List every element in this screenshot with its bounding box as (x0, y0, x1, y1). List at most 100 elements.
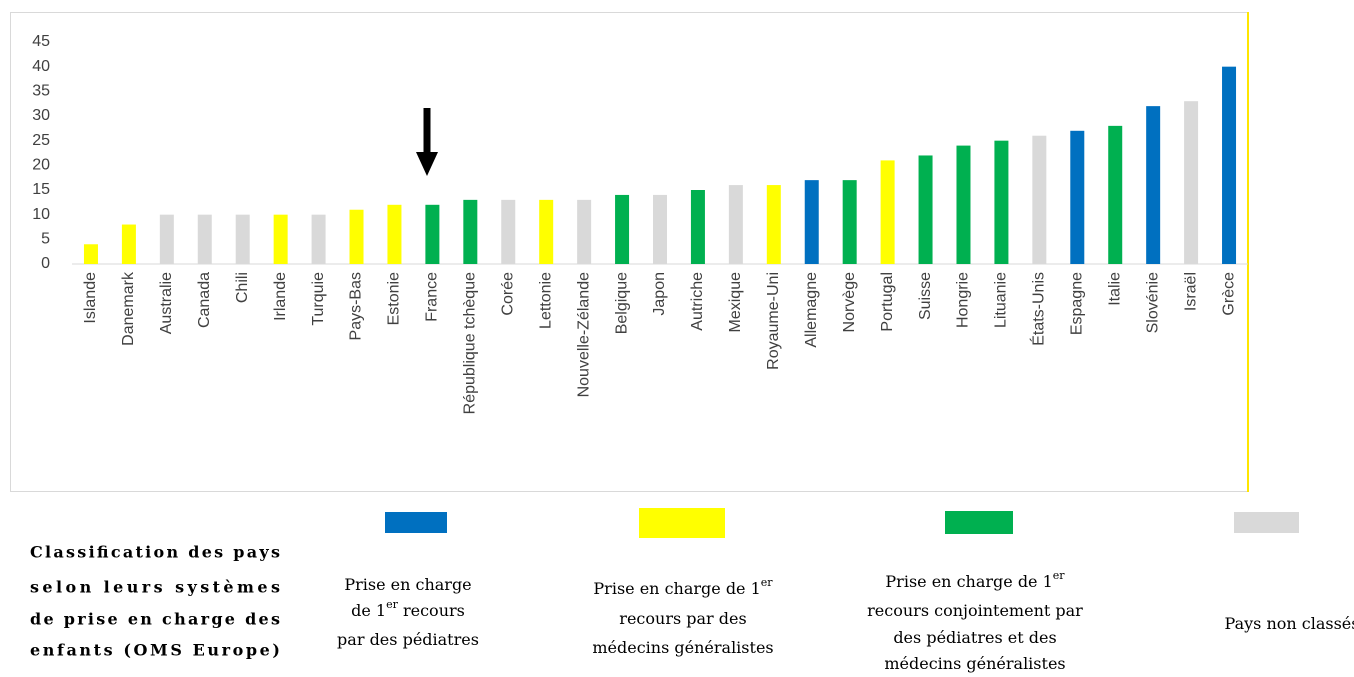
bar (463, 199, 478, 264)
x-tick-label: République tchèque (462, 272, 479, 414)
x-tick-label: Danemark (120, 271, 137, 346)
arrow (416, 108, 438, 176)
legend-label-part: des pédiatres et des (893, 628, 1056, 647)
bar (653, 194, 667, 264)
x-tick-label: Italie (1106, 272, 1123, 306)
x-tick-label: Autriche (689, 272, 706, 331)
x-tick-label: Corée (499, 272, 516, 316)
bar (159, 214, 174, 264)
x-tick-label: Israël (1182, 272, 1199, 311)
y-tick-label: 5 (41, 231, 50, 248)
y-tick-label: 45 (32, 33, 50, 50)
legend-title: selon leurs systèmes (30, 578, 280, 597)
legend-label: des pédiatres et des (893, 628, 1056, 647)
x-tick-label: Mexique (727, 272, 744, 333)
bar (1070, 130, 1085, 264)
legend-label-part: médecins généralistes (592, 638, 773, 657)
bar (539, 199, 554, 264)
legend-label: recours par des (619, 609, 746, 628)
bar (918, 155, 933, 264)
x-tick-label: Japon (651, 272, 668, 316)
bar (1108, 125, 1123, 264)
legend-label-part: Prise en charge (344, 575, 471, 594)
legend-label-part: er (1053, 569, 1066, 582)
legend-label: par des pédiatres (337, 630, 479, 649)
legend-swatch (1234, 512, 1299, 533)
bar (273, 214, 288, 264)
bar (1146, 106, 1161, 264)
bar (83, 244, 98, 264)
legend-label: de 1er recours (351, 598, 465, 620)
x-tick-label: États-Unis (1029, 272, 1048, 346)
legend-label-part: par des pédiatres (337, 630, 479, 649)
legend-label-part: recours par des (619, 609, 746, 628)
bar (197, 214, 212, 264)
bar (387, 204, 402, 264)
y-tick-label: 25 (32, 132, 50, 149)
y-tick-label: 40 (32, 58, 50, 75)
bar (349, 209, 364, 264)
legend-label-part: recours (398, 601, 465, 620)
x-tick-label: Irlande (272, 272, 289, 321)
x-tick-label: Lettonie (537, 272, 554, 329)
y-tick-label: 20 (32, 157, 50, 174)
legend-label: Prise en charge de 1er (885, 569, 1065, 591)
bar (994, 140, 1009, 264)
legend-label-part: Prise en charge de 1 (593, 579, 760, 598)
bar (956, 145, 971, 264)
legend-label-part: recours conjointement par (867, 601, 1083, 620)
bar (804, 180, 819, 264)
legend-label-part: er (761, 576, 774, 589)
y-tick-label: 35 (32, 83, 50, 100)
x-tick-label: Canada (196, 272, 213, 328)
y-tick-label: 0 (41, 255, 50, 272)
bar (1032, 135, 1047, 264)
legend-label: Prise en charge (344, 575, 471, 594)
bar (728, 185, 743, 264)
x-tick-label: Norvège (841, 272, 858, 333)
y-tick-label: 10 (32, 206, 50, 223)
legend-label-part: Prise en charge de 1 (885, 572, 1052, 591)
legend-label: médecins généralistes (592, 638, 773, 657)
x-tick-label: Australie (158, 272, 175, 334)
bar (766, 185, 781, 264)
x-tick-label: France (424, 272, 441, 322)
x-tick-label: Nouvelle-Zélande (575, 272, 592, 398)
x-tick-label: Estonie (386, 272, 403, 325)
legend-label: recours conjointement par (867, 601, 1083, 620)
legend-swatch (385, 512, 447, 533)
legend-swatch (639, 508, 725, 538)
legend-label: Prise en charge de 1er (593, 576, 773, 598)
bar (425, 204, 440, 264)
legend-title: enfants (OMS Europe) (30, 641, 280, 660)
x-tick-label: Belgique (613, 272, 630, 334)
legend-label: Pays non classés (1225, 614, 1354, 633)
legend-label-part: de 1 (351, 601, 386, 620)
legend-swatch (945, 511, 1013, 534)
legend-label: médecins généralistes (884, 654, 1065, 673)
x-tick-label: Hongrie (955, 272, 972, 328)
legend-title: de prise en charge des (30, 610, 280, 629)
bar (1184, 101, 1199, 264)
y-tick-label: 15 (32, 181, 50, 198)
bar (577, 199, 592, 264)
bar (690, 190, 705, 264)
x-tick-label: Turquie (310, 272, 327, 326)
x-tick-label: Allemagne (803, 272, 820, 348)
x-tick-label: Pays-Bas (348, 272, 365, 340)
x-tick-label: Islande (82, 272, 99, 324)
bar (235, 214, 250, 264)
x-tick-label: Suisse (917, 272, 934, 320)
y-tick-label: 30 (32, 107, 50, 124)
legend-label-part: er (386, 598, 399, 611)
bar (501, 199, 516, 264)
bar (615, 194, 630, 264)
bar (311, 214, 326, 264)
x-tick-label: Portugal (879, 272, 896, 332)
x-tick-label: Grèce (1220, 272, 1237, 316)
x-tick-label: Lituanie (993, 272, 1010, 328)
legend-label-part: médecins généralistes (884, 654, 1065, 673)
bar (1222, 66, 1237, 265)
bar (842, 180, 857, 264)
